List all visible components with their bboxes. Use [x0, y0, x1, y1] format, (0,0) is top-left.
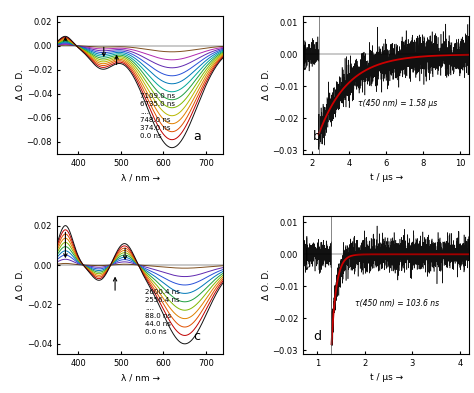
Y-axis label: Δ O. D.: Δ O. D. — [262, 269, 271, 300]
Text: τ(450 nm) = 103.6 ns: τ(450 nm) = 103.6 ns — [355, 299, 439, 308]
Text: c: c — [193, 330, 200, 343]
Text: 7109.0 ns
6735.0 ns
....
748.0 ns
374.0 ns
0.0 ns: 7109.0 ns 6735.0 ns .... 748.0 ns 374.0 … — [140, 93, 175, 139]
Text: 2600.4 ns
2556.4 ns
....
88.0 ns
44.0 ns
0.0 ns: 2600.4 ns 2556.4 ns .... 88.0 ns 44.0 ns… — [145, 289, 180, 335]
Y-axis label: Δ O. D.: Δ O. D. — [262, 69, 271, 100]
Text: a: a — [193, 130, 201, 143]
X-axis label: λ / nm →: λ / nm → — [120, 373, 160, 382]
Y-axis label: Δ O. D.: Δ O. D. — [16, 69, 25, 100]
Text: τ(450 nm) = 1.58 μs: τ(450 nm) = 1.58 μs — [358, 99, 438, 108]
Text: b: b — [313, 130, 321, 143]
X-axis label: λ / nm →: λ / nm → — [120, 173, 160, 182]
Text: d: d — [313, 330, 321, 343]
Y-axis label: Δ O. D.: Δ O. D. — [16, 269, 25, 300]
X-axis label: t / μs →: t / μs → — [370, 173, 403, 182]
X-axis label: t / μs →: t / μs → — [370, 373, 403, 382]
